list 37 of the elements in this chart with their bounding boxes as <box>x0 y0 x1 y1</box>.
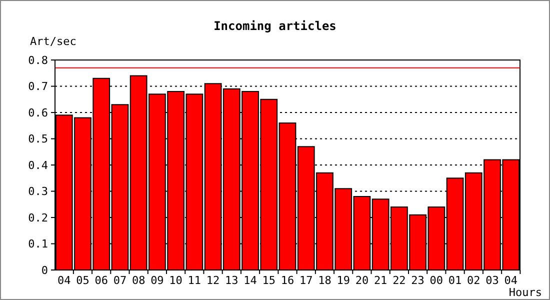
y-tick-label: 0.7 <box>28 80 48 94</box>
y-tick-label: 0.5 <box>28 132 48 146</box>
x-tick-label: 04 <box>57 274 72 287</box>
x-tick-label: 05 <box>76 274 90 287</box>
y-axis-title: Art/sec <box>30 35 76 48</box>
x-tick-label: 23 <box>411 274 424 287</box>
x-tick-label: 16 <box>280 274 294 287</box>
x-tick-label: 07 <box>113 274 127 287</box>
chart-title: Incoming articles <box>214 19 336 33</box>
x-tick-label: 17 <box>299 274 313 287</box>
y-tick-label: 0.4 <box>28 158 48 172</box>
x-tick-label: 20 <box>355 274 369 287</box>
y-tick-label: 0.1 <box>28 238 48 251</box>
x-tick-label: 14 <box>244 274 258 287</box>
x-tick-label: 21 <box>374 274 388 287</box>
x-tick-label: 11 <box>188 274 202 287</box>
x-tick-label: 18 <box>318 274 332 287</box>
x-tick-label: 02 <box>467 274 480 287</box>
x-tick-label: 06 <box>94 274 108 287</box>
x-tick-label: 19 <box>336 274 350 287</box>
y-tick-label: 0.6 <box>28 106 48 120</box>
y-tick-label: 0 <box>41 264 48 277</box>
y-tick-label: 0.2 <box>28 211 48 224</box>
x-tick-label: 00 <box>430 274 444 287</box>
x-tick-label: 10 <box>169 274 182 287</box>
x-tick-label: 13 <box>225 274 238 287</box>
x-tick-label: 09 <box>150 274 164 287</box>
y-tick-label: 0.8 <box>28 54 48 67</box>
x-tick-label: 08 <box>132 274 146 287</box>
x-tick-label: 15 <box>262 274 276 287</box>
x-axis-title: Hours <box>508 286 542 299</box>
x-tick-label: 04 <box>504 274 518 287</box>
x-tick-label: 12 <box>206 274 220 287</box>
y-tick-label: 0.3 <box>28 185 48 198</box>
x-tick-label: 01 <box>448 274 462 287</box>
x-tick-label: 22 <box>392 274 406 287</box>
x-tick-label: 03 <box>486 274 499 287</box>
